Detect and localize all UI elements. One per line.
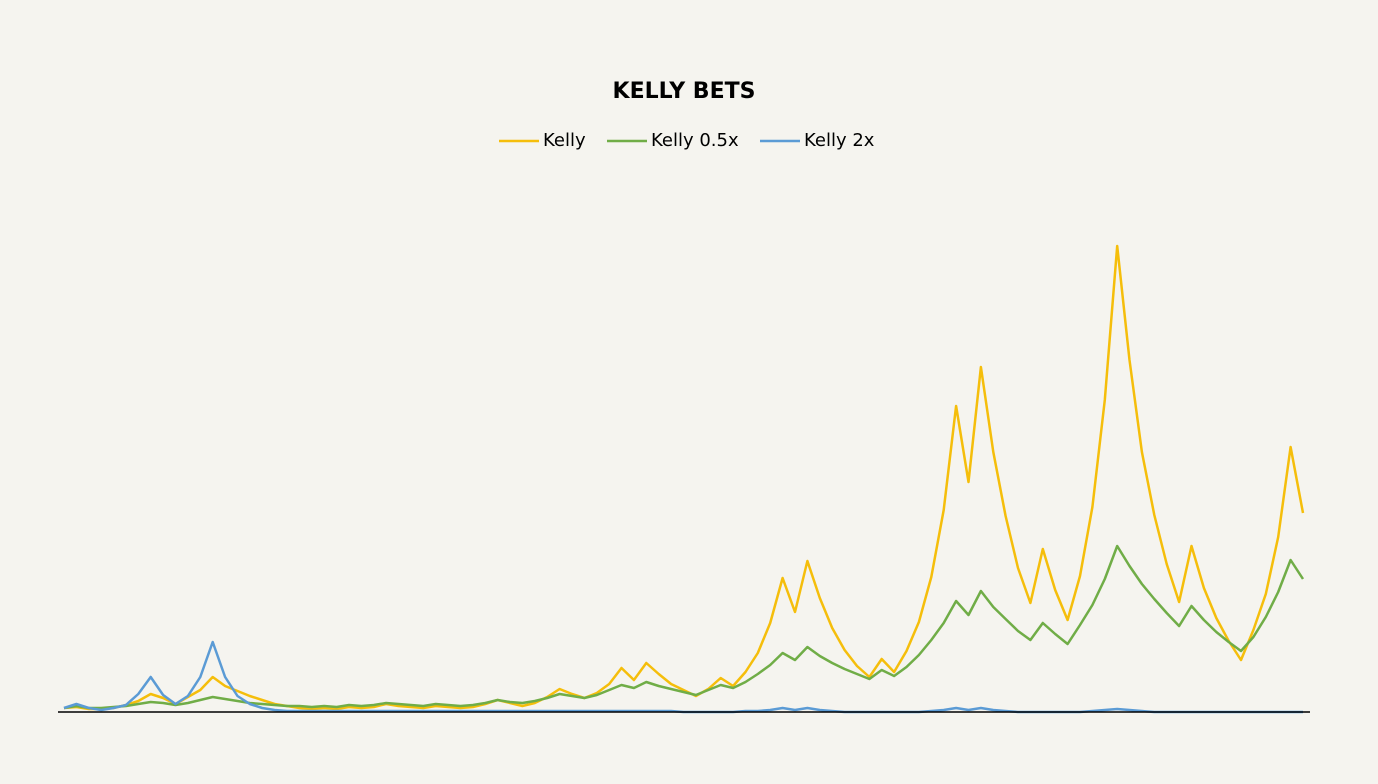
legend-label: Kelly 0.5x	[651, 130, 739, 151]
series-line	[63, 640, 1303, 714]
chart-title: KELLY BETS	[613, 79, 756, 104]
legend-label: Kelly 2x	[804, 130, 875, 151]
series-line	[63, 544, 1305, 710]
legend-label: Kelly	[543, 130, 586, 151]
series-line	[63, 244, 1305, 711]
